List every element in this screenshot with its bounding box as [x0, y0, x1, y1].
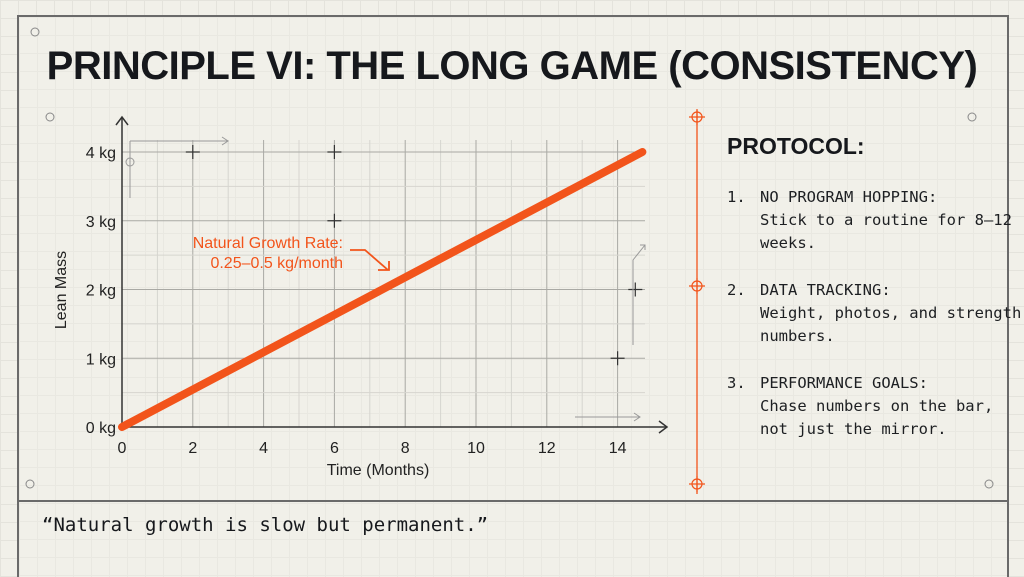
item-number: 1. — [727, 188, 746, 206]
measure-arrow-icon — [632, 244, 646, 345]
measure-arrow-icon — [575, 412, 641, 422]
item-body: Weight, photos, and strength numbers. — [760, 304, 1022, 345]
protocol-heading: PROTOCOL: — [727, 133, 865, 159]
item-heading: PERFORMANCE GOALS: — [760, 374, 928, 392]
x-axis-label: Time (Months) — [327, 462, 430, 479]
y-tick-label: 2 kg — [86, 283, 116, 300]
item-heading: NO PROGRAM HOPPING: — [760, 188, 938, 206]
item-number: 3. — [727, 374, 746, 392]
y-axis-arrow-icon — [115, 115, 129, 126]
crosshair-mark — [610, 351, 625, 366]
registration-circle-icon — [30, 27, 40, 37]
x-tick-label: 4 — [259, 440, 268, 457]
y-tick-label: 4 kg — [86, 145, 116, 162]
y-tick-label: 0 kg — [86, 420, 116, 437]
annotation-line-1: Natural Growth Rate: — [193, 235, 343, 252]
x-tick-label: 2 — [188, 440, 197, 457]
crosshair-mark — [327, 145, 342, 159]
annotation-arrow-icon — [350, 249, 390, 271]
item-number: 2. — [727, 281, 746, 299]
x-tick-label: 8 — [401, 440, 410, 457]
registration-circle-icon — [984, 479, 994, 489]
x-tick-label: 14 — [609, 440, 627, 457]
registration-circle-icon — [25, 479, 35, 489]
protocol-list: 1. NO PROGRAM HOPPING: Stick to a routin… — [727, 186, 1024, 465]
x-tick-label: 6 — [330, 440, 339, 457]
y-axis-label: Lean Mass — [53, 251, 70, 329]
registration-circle-icon — [967, 112, 977, 122]
x-tick-label: 10 — [467, 440, 485, 457]
y-tick-label: 3 kg — [86, 214, 116, 231]
registration-circle-icon — [45, 112, 55, 122]
chart: 0 2 4 6 8 10 12 14 0 kg 1 kg 2 kg 3 kg 4 kg Time (Mon… — [25, 27, 994, 494]
item-heading: DATA TRACKING: — [760, 281, 891, 299]
x-tick-label: 12 — [538, 440, 556, 457]
quote: “Natural growth is slow but permanent.” — [42, 514, 489, 536]
growth-line — [118, 148, 647, 431]
crosshair-mark — [628, 282, 643, 297]
crosshair-mark — [327, 213, 342, 228]
crosshair-mark — [185, 145, 200, 159]
target-icon — [125, 157, 135, 167]
protocol-item: 2. DATA TRACKING: Weight, photos, and st… — [727, 279, 1024, 348]
y-tick-label: 1 kg — [86, 351, 116, 368]
crosshair-icon — [689, 476, 705, 492]
crosshair-icon — [689, 278, 705, 294]
protocol-item: 1. NO PROGRAM HOPPING: Stick to a routin… — [727, 186, 1024, 255]
crosshair-icon — [689, 109, 705, 125]
item-body: Stick to a routine for 8–12 weeks. — [760, 211, 1012, 252]
measure-arrow-icon — [129, 136, 229, 198]
annotation-line-2: 0.25–0.5 kg/month — [210, 255, 343, 272]
item-body: Chase numbers on the bar, not just the m… — [760, 397, 994, 438]
frame — [17, 15, 1009, 577]
x-tick-label: 0 — [118, 440, 127, 457]
footer-divider — [17, 500, 1007, 502]
protocol-item: 3. PERFORMANCE GOALS: Chase numbers on t… — [727, 372, 1024, 441]
x-axis-arrow-icon — [658, 420, 669, 434]
page-title: PRINCIPLE VI: THE LONG GAME (CONSISTENCY… — [46, 44, 978, 88]
